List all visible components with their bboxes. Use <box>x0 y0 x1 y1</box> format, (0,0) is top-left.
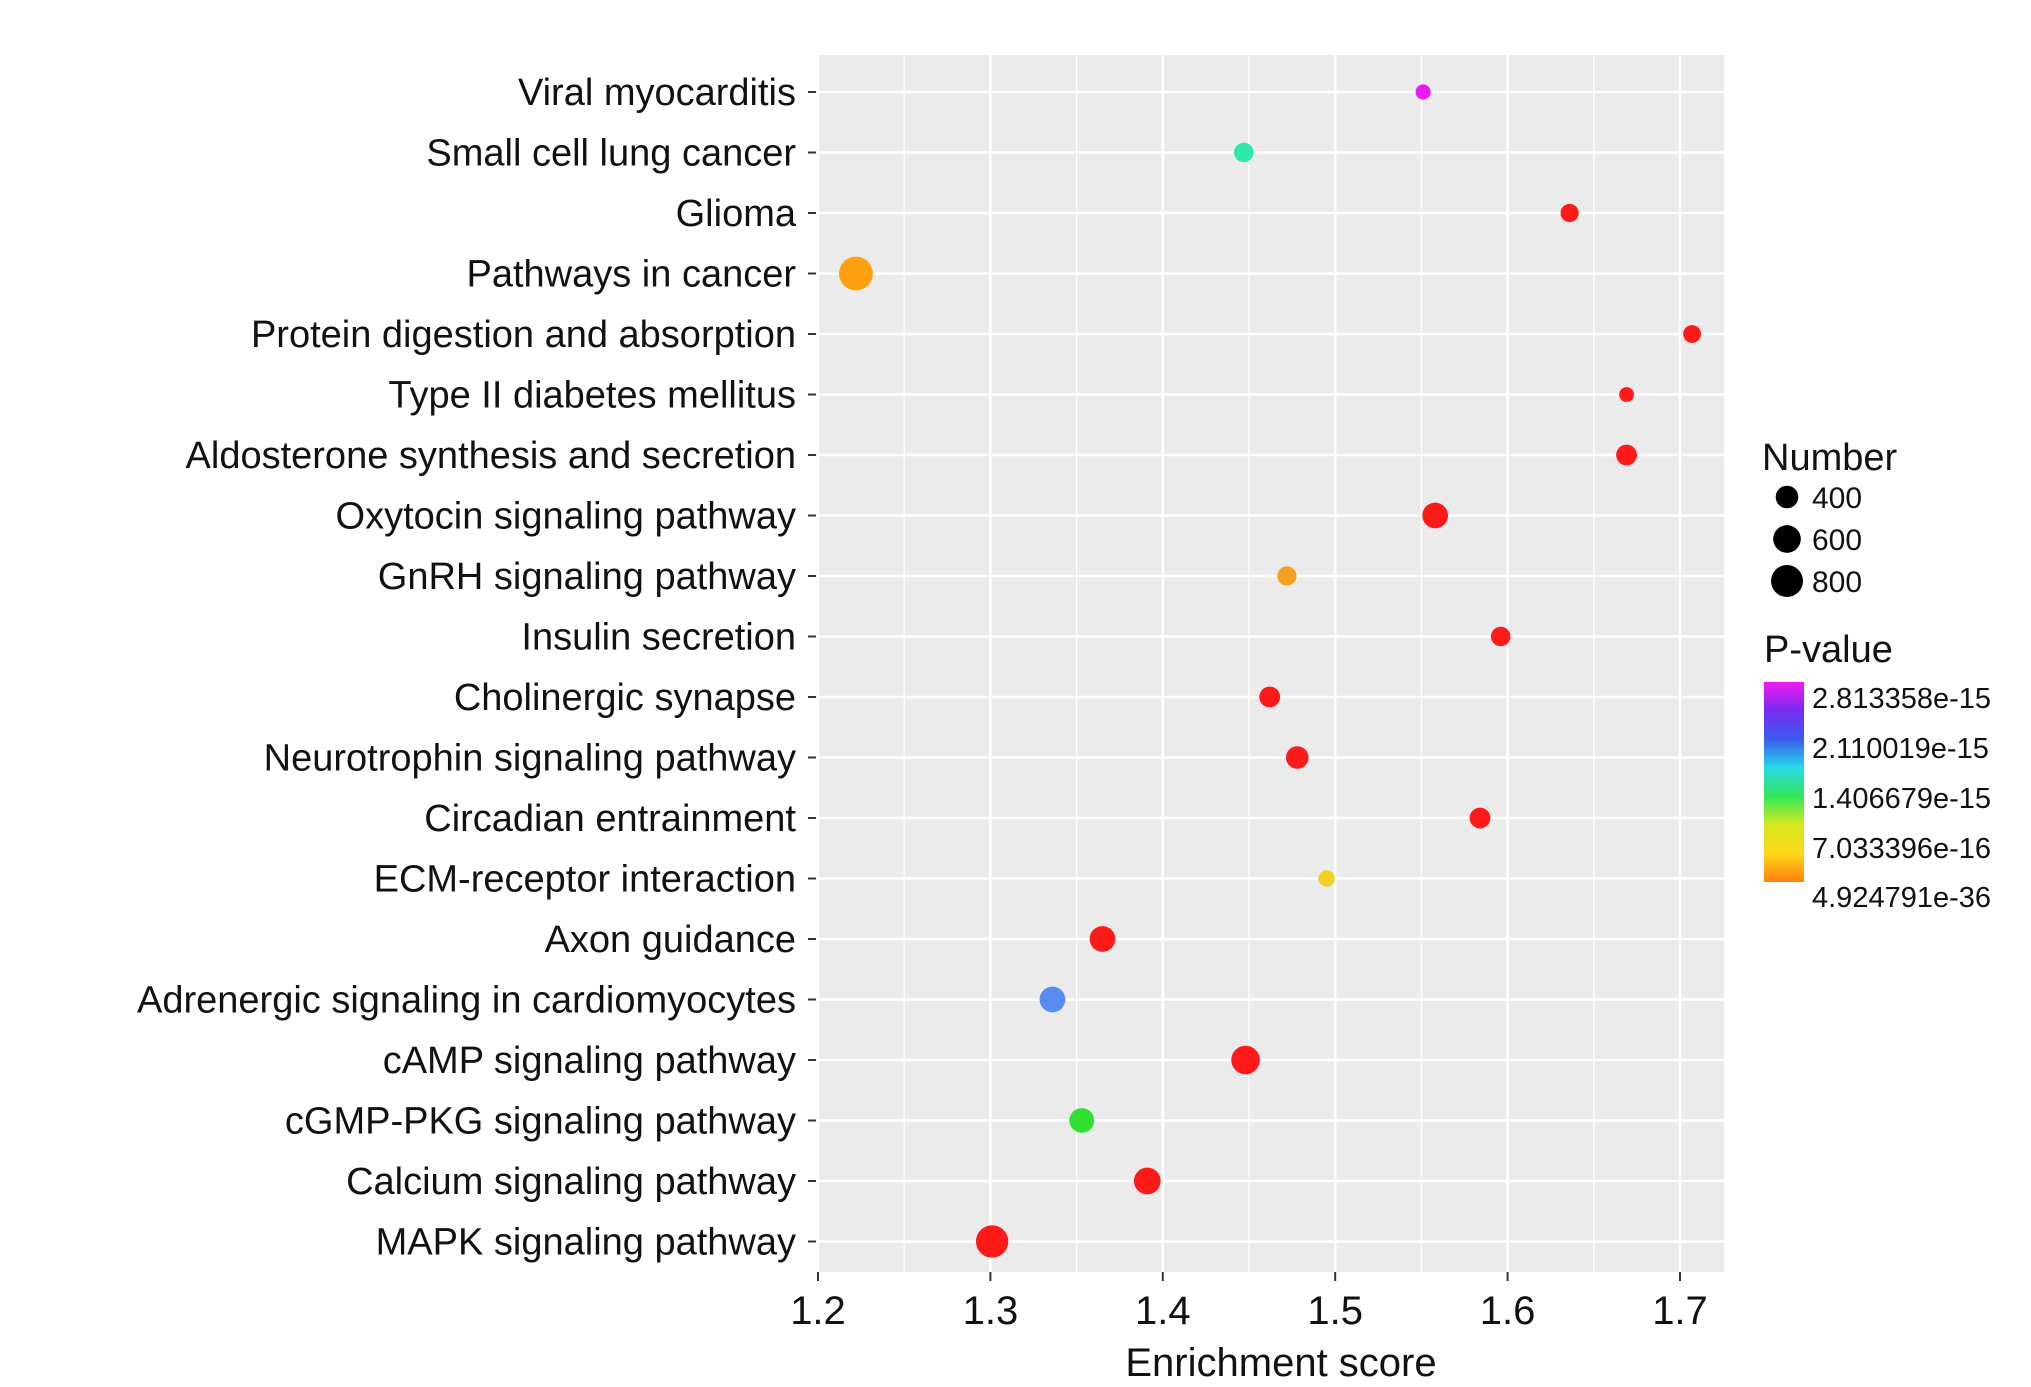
data-point <box>838 256 873 291</box>
y-tick-label: cGMP-PKG signaling pathway <box>285 1101 796 1143</box>
data-point <box>1039 986 1066 1013</box>
data-point <box>1490 626 1511 647</box>
data-point <box>1285 746 1309 769</box>
y-tick-label: Neurotrophin signaling pathway <box>264 738 796 780</box>
size-legend-title: Number <box>1762 437 1897 479</box>
y-tick-label: Insulin secretion <box>521 617 796 659</box>
data-points <box>838 84 1702 1258</box>
y-tick-label: Oxytocin signaling pathway <box>336 496 796 538</box>
color-legend: P-value 2.813358e-15 2.110019e-15 1.406679… <box>1764 629 1991 914</box>
color-legend-title: P-value <box>1764 629 1893 671</box>
data-point <box>1069 1108 1095 1133</box>
size-legend-key <box>1773 525 1801 553</box>
data-point <box>1318 870 1335 887</box>
y-tick-label: Cholinergic synapse <box>454 677 796 719</box>
data-point <box>1415 84 1431 100</box>
size-legend-label: 400 <box>1812 482 1862 515</box>
y-axis-labels: Viral myocarditis Small cell lung cancer G… <box>137 72 816 1264</box>
x-tick-label: 1.5 <box>1307 1289 1363 1333</box>
size-legend: Number 400 600 800 <box>1762 437 1897 599</box>
color-legend-label: 7.033396e-16 <box>1812 833 1991 865</box>
data-point <box>1231 1045 1260 1075</box>
x-tick-label: 1.7 <box>1652 1289 1708 1333</box>
y-tick-label: Aldosterone synthesis and secretion <box>186 435 796 477</box>
size-legend-key <box>1775 485 1799 509</box>
data-point <box>1683 325 1702 343</box>
data-point <box>1277 566 1297 586</box>
y-tick-label: Adrenergic signaling in cardiomyocytes <box>137 980 796 1022</box>
y-tick-label: Axon guidance <box>545 919 796 961</box>
size-legend-label: 800 <box>1812 566 1862 599</box>
y-tick-label: Circadian entrainment <box>424 798 796 840</box>
y-tick-label: Small cell lung cancer <box>426 133 796 175</box>
x-axis: 1.2 1.3 1.4 1.5 1.6 1.7 <box>790 1272 1708 1333</box>
y-tick-label: Calcium signaling pathway <box>346 1161 796 1203</box>
data-point <box>1133 1167 1161 1195</box>
y-tick-label: Pathways in cancer <box>467 254 797 296</box>
data-point <box>975 1225 1009 1258</box>
y-tick-label: Type II diabetes mellitus <box>388 375 796 417</box>
y-tick-label: GnRH signaling pathway <box>378 556 796 598</box>
colorbar <box>1764 682 1804 882</box>
y-tick-label: MAPK signaling pathway <box>376 1222 796 1264</box>
color-legend-label: 4.924791e-36 <box>1812 882 1991 914</box>
size-legend-key <box>1771 565 1803 597</box>
data-point <box>1089 926 1116 952</box>
data-point <box>1259 686 1281 708</box>
data-point <box>1234 142 1254 163</box>
x-tick-label: 1.3 <box>963 1289 1019 1333</box>
y-tick-label: ECM-receptor interaction <box>374 859 796 901</box>
y-tick-label: Protein digestion and absorption <box>251 314 796 356</box>
y-tick-label: Viral myocarditis <box>518 72 796 114</box>
x-tick-label: 1.4 <box>1135 1289 1191 1333</box>
size-legend-label: 600 <box>1812 524 1862 557</box>
data-point <box>1616 444 1637 466</box>
x-tick-label: 1.6 <box>1480 1289 1536 1333</box>
data-point <box>1422 502 1449 529</box>
color-legend-label: 2.110019e-15 <box>1812 733 1989 765</box>
color-legend-label: 2.813358e-15 <box>1812 683 1991 715</box>
x-tick-label: 1.2 <box>790 1289 846 1333</box>
data-point <box>1619 387 1634 402</box>
x-axis-title: Enrichment score <box>1125 1341 1436 1385</box>
data-point <box>1560 203 1579 223</box>
plot-panel <box>818 55 1724 1272</box>
color-legend-label: 1.406679e-15 <box>1812 783 1991 815</box>
y-tick-label: cAMP signaling pathway <box>383 1040 796 1082</box>
data-point <box>1469 807 1491 829</box>
y-tick-label: Glioma <box>676 193 797 235</box>
